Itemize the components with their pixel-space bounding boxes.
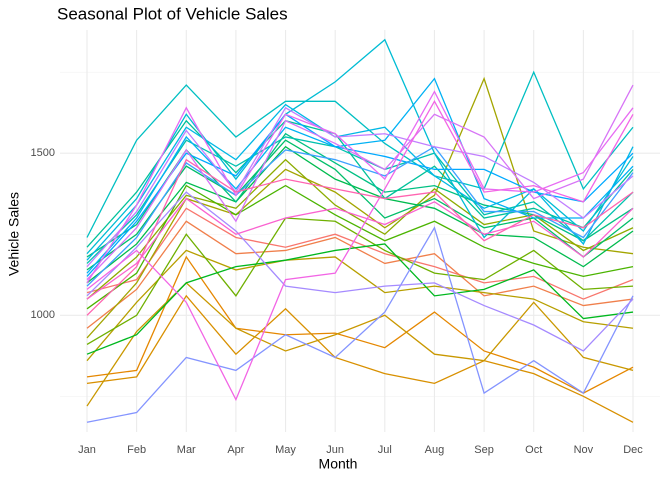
series-line	[86, 255, 634, 394]
x-tick-label: Aug	[425, 444, 445, 456]
x-tick-label: Sep	[474, 444, 494, 456]
y-tick-label: 1500	[31, 147, 55, 159]
series-line	[86, 158, 634, 300]
x-tick-label: Feb	[127, 444, 146, 456]
series-line	[86, 197, 634, 300]
x-tick-label: Mar	[177, 444, 196, 456]
series-line	[86, 145, 634, 284]
series-line	[86, 99, 634, 402]
series-line	[86, 136, 634, 264]
series-line	[86, 226, 634, 423]
series-line	[86, 113, 634, 277]
series-line	[86, 70, 634, 238]
series-line	[86, 243, 634, 355]
series-line	[86, 294, 634, 423]
x-axis-label: Month	[319, 456, 358, 472]
x-tick-label: Apr	[227, 444, 244, 456]
x-tick-label: Jan	[78, 444, 96, 456]
series-line	[86, 184, 634, 310]
series-line	[86, 90, 634, 284]
x-tick-label: Nov	[574, 444, 594, 456]
series-line	[86, 249, 634, 362]
x-tick-label: Dec	[623, 444, 643, 456]
series-line	[86, 77, 634, 274]
series-line	[86, 158, 634, 316]
x-tick-label: Jul	[378, 444, 392, 456]
y-axis-label: Vehicle Sales	[6, 192, 22, 276]
series-line	[86, 119, 634, 248]
series-line	[86, 76, 634, 339]
chart-title: Seasonal Plot of Vehicle Sales	[57, 4, 288, 23]
x-tick-label: Jun	[326, 444, 344, 456]
x-tick-label: May	[275, 444, 296, 456]
x-tick-label: Oct	[525, 444, 542, 456]
y-tick-label: 1000	[31, 309, 55, 321]
series-line	[86, 220, 634, 329]
series-line	[86, 145, 634, 287]
series-line	[86, 207, 634, 300]
series-line	[86, 103, 634, 261]
series-line	[86, 191, 634, 352]
series-line	[86, 217, 634, 346]
